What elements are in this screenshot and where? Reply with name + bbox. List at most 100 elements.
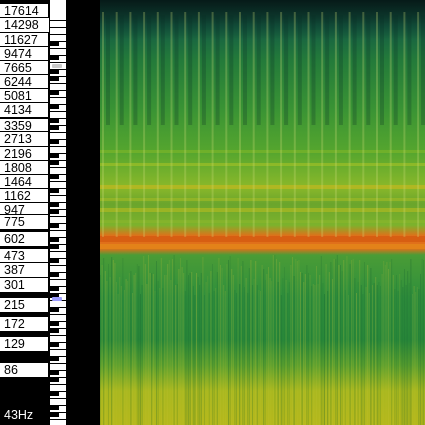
harmonic-band [100, 236, 425, 242]
spectral-streak [399, 274, 401, 425]
piano-key-divider [50, 223, 66, 224]
spectral-streak [192, 286, 194, 425]
piano-black-key[interactable] [50, 322, 59, 326]
spectral-streak [226, 264, 228, 425]
piano-black-key[interactable] [50, 161, 59, 165]
beat-transient [252, 12, 255, 237]
spectral-streak [180, 258, 181, 425]
piano-black-key[interactable] [50, 259, 59, 263]
piano-black-key[interactable] [50, 140, 59, 144]
piano-black-key[interactable] [50, 294, 59, 298]
spectral-streak [244, 287, 245, 425]
spectrogram-view[interactable] [100, 0, 425, 425]
piano-key-divider [50, 195, 66, 196]
spectrogram-streaks [100, 255, 425, 425]
spectral-streak [373, 283, 375, 425]
spectral-streak [301, 273, 303, 425]
piano-black-key[interactable] [50, 91, 59, 95]
spectral-streak [384, 265, 386, 425]
spectral-streak [263, 269, 265, 425]
piano-black-key[interactable] [50, 413, 59, 417]
spectral-streak [335, 259, 337, 425]
piano-black-key[interactable] [50, 154, 59, 158]
piano-black-key[interactable] [50, 224, 59, 228]
spectral-streak [165, 275, 167, 425]
piano-black-key[interactable] [50, 70, 59, 74]
spectral-streak [352, 259, 354, 425]
piano-black-key[interactable] [50, 126, 59, 130]
spectral-streak [216, 272, 218, 425]
spectral-streak [392, 275, 394, 425]
frequency-label: 2196 [0, 146, 49, 162]
beat-transient [348, 12, 351, 237]
piano-black-key[interactable] [50, 56, 59, 60]
beat-gap [160, 15, 165, 125]
piano-black-key[interactable] [50, 175, 59, 179]
spectral-streak [232, 275, 234, 425]
piano-black-key[interactable] [50, 42, 59, 46]
spectral-streak [186, 260, 188, 425]
piano-key-divider [50, 328, 66, 329]
spectral-streak [368, 293, 370, 425]
spectral-streak [397, 291, 399, 425]
piano-black-key[interactable] [50, 210, 59, 214]
piano-key-divider [50, 356, 66, 357]
piano-black-key[interactable] [50, 203, 59, 207]
piano-black-key[interactable] [50, 245, 59, 249]
spectral-streak [268, 267, 269, 425]
frequency-label: 86 [0, 362, 49, 378]
spectral-streak [194, 295, 196, 425]
spectrogram-background [100, 0, 425, 425]
beat-gap [325, 15, 330, 125]
spectral-streak [287, 293, 289, 425]
piano-black-key[interactable] [50, 119, 59, 123]
piano-black-key[interactable] [50, 392, 59, 396]
piano-key-divider [50, 118, 66, 119]
spectrogram-canvas[interactable] [100, 0, 425, 425]
piano-key-divider [50, 293, 66, 294]
spectral-streak [154, 291, 156, 425]
piano-black-key[interactable] [50, 238, 59, 242]
spectral-streak [204, 295, 205, 425]
spectral-streak [253, 279, 255, 425]
piano-black-key[interactable] [50, 105, 59, 109]
beat-transient [334, 12, 337, 237]
beat-transient [266, 12, 269, 237]
piano-black-key[interactable] [50, 273, 59, 277]
spectral-streak [341, 271, 343, 425]
piano-black-key[interactable] [50, 329, 59, 333]
piano-black-key[interactable] [50, 308, 59, 312]
spectral-streak [247, 293, 249, 425]
spectral-streak [285, 280, 287, 425]
piano-black-key[interactable] [50, 287, 59, 291]
spectral-streak [320, 256, 322, 425]
piano-keyboard[interactable] [49, 0, 67, 425]
spectral-streak [172, 259, 173, 425]
spectral-streak [200, 273, 202, 425]
beat-transient [239, 12, 241, 237]
spectral-streak [325, 264, 327, 425]
piano-key-divider [50, 209, 66, 210]
piano-black-key[interactable] [50, 189, 59, 193]
spectral-streak [336, 255, 338, 425]
piano-black-key[interactable] [50, 378, 59, 382]
spectral-streak [340, 265, 341, 425]
piano-black-key[interactable] [50, 357, 59, 361]
piano-black-key[interactable] [50, 77, 59, 81]
piano-black-key[interactable] [50, 371, 59, 375]
spectral-streak [173, 255, 175, 425]
spectral-streak [175, 285, 177, 425]
beat-gap [352, 15, 357, 125]
beat-gap [215, 15, 220, 125]
spectral-streak [314, 285, 316, 425]
piano-black-key[interactable] [50, 406, 59, 410]
spectral-streak [306, 265, 308, 425]
beat-gap [119, 15, 124, 125]
spectral-streak [210, 271, 212, 425]
harmonic-band [100, 150, 425, 153]
piano-black-key[interactable] [50, 343, 59, 347]
spectral-streak [221, 268, 223, 425]
spectral-streak [408, 283, 410, 425]
harmonic-band [100, 185, 425, 189]
piano-key-divider [50, 104, 66, 105]
